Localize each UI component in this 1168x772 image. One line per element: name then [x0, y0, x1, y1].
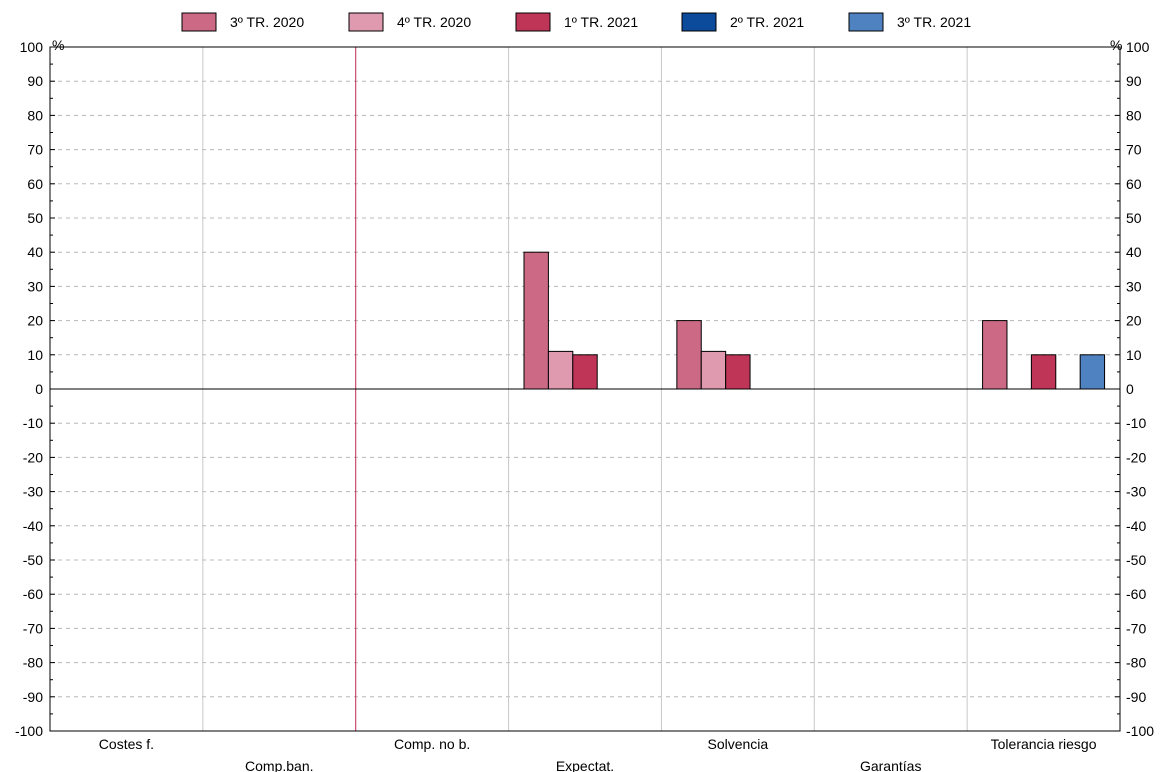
y-tick-label-left: -90	[23, 689, 43, 705]
y-tick-label-left: -100	[15, 723, 43, 739]
y-tick-label-left: 20	[27, 313, 43, 329]
bar	[725, 354, 751, 390]
y-tick-label-right: 40	[1126, 244, 1142, 260]
y-tick-label-left: 60	[27, 176, 43, 192]
y-tick-label-right: 90	[1126, 73, 1142, 89]
y-tick-label-right: 30	[1126, 278, 1142, 294]
y-tick-label-right: -90	[1126, 689, 1146, 705]
y-tick-label-right: -10	[1126, 415, 1146, 431]
y-tick-label-right: 60	[1126, 176, 1142, 192]
y-tick-label-left: -10	[23, 415, 43, 431]
y-tick-label-left: -40	[23, 518, 43, 534]
y-tick-label-left: -70	[23, 620, 43, 636]
y-tick-label-left: 80	[27, 107, 43, 123]
y-tick-label-left: 40	[27, 244, 43, 260]
legend-swatch	[181, 12, 217, 32]
legend-swatch	[348, 12, 384, 32]
y-tick-label-right: -40	[1126, 518, 1146, 534]
x-tick-label: Solvencia	[708, 736, 769, 752]
y-tick-label-right: -100	[1126, 723, 1154, 739]
legend-swatch	[681, 12, 717, 32]
y-tick-label-left: 100	[20, 39, 44, 55]
legend-swatch	[848, 12, 884, 32]
legend-label: 2º TR. 2021	[730, 14, 804, 30]
bar	[676, 320, 702, 390]
x-tick-label: Costes f.	[99, 736, 154, 752]
legend-label: 4º TR. 2020	[397, 14, 471, 30]
ticks: -100 -100-90 -90-80 -80-70 -70-60 -60-50 -50-4…	[15, 39, 1154, 772]
legend: 3º TR. 2020 4º TR. 2020 1º TR. 2021 2º TR. …	[181, 12, 971, 32]
y-tick-label-right: -80	[1126, 655, 1146, 671]
y-tick-label-right: -50	[1126, 552, 1146, 568]
x-tick-label: Tolerancia riesgo	[991, 736, 1097, 752]
bar	[982, 320, 1008, 390]
y-tick-label-left: 50	[27, 210, 43, 226]
y-tick-label-right: -70	[1126, 620, 1146, 636]
y-tick-label-left: 90	[27, 73, 43, 89]
y-tick-label-left: -60	[23, 586, 43, 602]
y-tick-label-left: -80	[23, 655, 43, 671]
bar	[1030, 354, 1057, 390]
grid	[50, 80, 1120, 698]
y-tick-label-right: 0	[1126, 381, 1134, 397]
y-tick-label-right: -60	[1126, 586, 1146, 602]
y-tick-label-right: 50	[1126, 210, 1142, 226]
x-tick-label: Expectat.	[556, 758, 614, 772]
x-tick-label: Comp.ban.	[245, 758, 313, 772]
bars	[523, 251, 1106, 390]
y-tick-label-right: 100	[1126, 39, 1150, 55]
x-tick-label: Garantías	[860, 758, 921, 772]
y-unit-right: %	[1110, 37, 1122, 53]
bar	[700, 350, 727, 390]
legend-label: 1º TR. 2021	[564, 14, 638, 30]
bar	[1079, 354, 1106, 390]
bar	[523, 251, 549, 390]
bar	[572, 354, 598, 390]
y-tick-label-right: 10	[1126, 347, 1142, 363]
x-tick-label: Comp. no b.	[394, 736, 470, 752]
bar	[547, 350, 574, 390]
legend-label: 3º TR. 2021	[897, 14, 971, 30]
y-tick-label-right: 20	[1126, 313, 1142, 329]
y-tick-label-left: -50	[23, 552, 43, 568]
y-tick-label-left: 10	[27, 347, 43, 363]
y-tick-label-left: 0	[35, 381, 43, 397]
y-tick-label-right: 80	[1126, 107, 1142, 123]
y-tick-label-right: -20	[1126, 449, 1146, 465]
y-tick-label-left: 70	[27, 142, 43, 158]
y-tick-label-right: 70	[1126, 142, 1142, 158]
legend-swatch	[515, 12, 551, 32]
y-tick-label-right: -30	[1126, 484, 1146, 500]
legend-label: 3º TR. 2020	[230, 14, 304, 30]
y-tick-label-left: 30	[27, 278, 43, 294]
y-unit-left: %	[52, 37, 64, 53]
y-tick-label-left: -20	[23, 449, 43, 465]
y-tick-label-left: -30	[23, 484, 43, 500]
